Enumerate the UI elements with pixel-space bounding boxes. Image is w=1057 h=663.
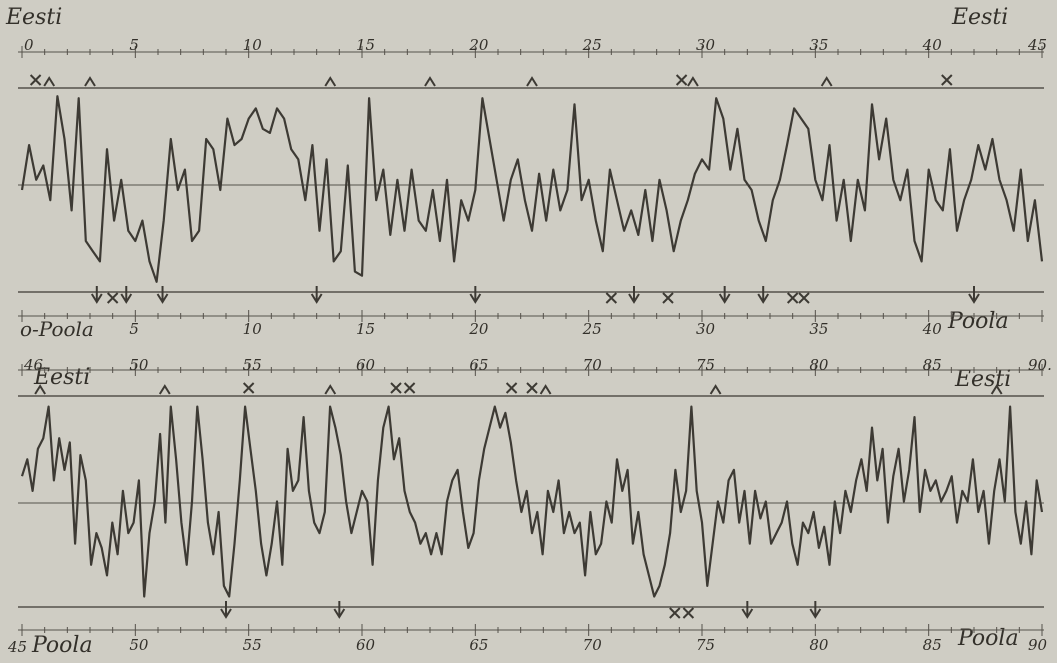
cross-marker <box>505 382 518 394</box>
cross-marker <box>941 74 953 86</box>
top-tick-label: 5 <box>129 36 139 54</box>
top-tick-label: 46 <box>23 356 44 374</box>
down-arrow-marker <box>220 608 232 619</box>
up-arrow-marker <box>43 76 56 87</box>
down-arrow-marker <box>156 293 169 304</box>
up-arrow-marker <box>324 384 337 395</box>
bottom-tick-label: 85 <box>923 636 942 654</box>
top-tick-label: 30 <box>696 36 716 54</box>
bottom-tick-label: 70 <box>583 636 603 654</box>
down-arrow-marker <box>968 293 980 304</box>
bottom-tick-label: 50 <box>129 636 149 654</box>
panel1-top-label-right: Eesti <box>951 5 1008 30</box>
down-arrow-marker <box>120 293 133 304</box>
bottom-tick-label: 30 <box>696 320 716 338</box>
cross-marker <box>798 292 810 304</box>
bottom-tick-label: 20 <box>468 320 489 338</box>
bottom-tick-label: 25 <box>582 320 602 338</box>
top-tick-label: 90. <box>1028 356 1052 374</box>
cross-marker <box>526 382 538 394</box>
up-arrow-marker <box>990 384 1003 395</box>
top-tick-label: 10 <box>243 36 263 54</box>
cross-marker <box>669 607 681 619</box>
up-arrow-marker <box>424 76 436 87</box>
bottom-tick-label: 75 <box>696 636 715 654</box>
top-tick-label: 15 <box>356 36 375 54</box>
panel2-series-line <box>20 405 1044 598</box>
down-arrow-marker <box>333 608 346 619</box>
cross-marker <box>605 292 618 304</box>
cross-marker <box>106 292 119 304</box>
top-tick-label: 75 <box>696 356 715 374</box>
up-arrow-marker <box>84 76 96 87</box>
up-arrow-marker <box>709 384 722 395</box>
top-tick-label: 35 <box>809 36 828 54</box>
down-arrow-marker <box>741 608 754 619</box>
top-tick-label: 55 <box>243 356 262 374</box>
top-tick-label: 85 <box>923 356 942 374</box>
bottom-tick-label: 65 <box>469 636 488 654</box>
cross-marker <box>29 74 42 86</box>
bottom-tick-label: 55 <box>243 636 262 654</box>
bottom-tick-label: 60 <box>356 636 376 654</box>
top-tick-label: 25 <box>582 36 602 54</box>
cross-marker <box>682 607 695 619</box>
panel1-bottom-label-right: Poola <box>947 309 1009 334</box>
bottom-tick-label: 5 <box>129 320 139 338</box>
down-arrow-marker <box>757 293 770 304</box>
panel2-top-label: Eesti <box>33 365 90 390</box>
bottom-tick-label: 40 <box>922 320 943 338</box>
panel2-bottom-label-left: Poola <box>31 633 93 658</box>
bottom-tick-label: 35 <box>809 320 828 338</box>
up-arrow-marker <box>34 384 46 395</box>
top-tick-label: 65 <box>469 356 488 374</box>
top-tick-label: 80 <box>809 356 829 374</box>
bottom-tick-label: 90 <box>1028 636 1048 654</box>
panel2-top-label-right: Eesti <box>954 367 1011 392</box>
top-tick-label: 0 <box>24 36 34 54</box>
cross-marker <box>662 292 674 304</box>
top-tick-label: 45 <box>1027 36 1047 54</box>
top-tick-label: 60 <box>356 356 376 374</box>
cross-marker <box>786 292 799 304</box>
down-arrow-marker <box>809 608 822 619</box>
cross-marker <box>390 382 402 394</box>
up-arrow-marker <box>539 384 552 395</box>
bottom-tick-label: 10 <box>243 320 263 338</box>
cross-marker <box>675 74 688 86</box>
down-arrow-marker <box>718 293 731 304</box>
bottom-tick-label: 80 <box>809 636 829 654</box>
panel1-top-label: Eesti <box>5 5 62 30</box>
up-arrow-marker <box>820 76 833 87</box>
top-tick-label: 20 <box>468 36 489 54</box>
bottom-tick-label: 15 <box>356 320 375 338</box>
up-arrow-marker <box>324 76 337 87</box>
down-arrow-marker <box>469 293 482 304</box>
cross-marker <box>403 382 416 394</box>
panel1-bottom-label-left: o-Poola <box>20 317 94 341</box>
down-arrow-marker <box>310 293 323 304</box>
up-arrow-marker <box>158 384 171 395</box>
up-arrow-marker <box>687 76 699 87</box>
top-tick-label: 70 <box>583 356 603 374</box>
down-arrow-marker <box>628 293 640 304</box>
up-arrow-marker <box>526 76 538 87</box>
panel1-series-line <box>20 95 1044 283</box>
top-tick-label: 50 <box>129 356 149 374</box>
down-arrow-marker <box>90 293 103 304</box>
top-tick-label: 40 <box>922 36 943 54</box>
bottom-tick-label: 45 <box>7 638 27 656</box>
cross-marker <box>242 382 255 394</box>
